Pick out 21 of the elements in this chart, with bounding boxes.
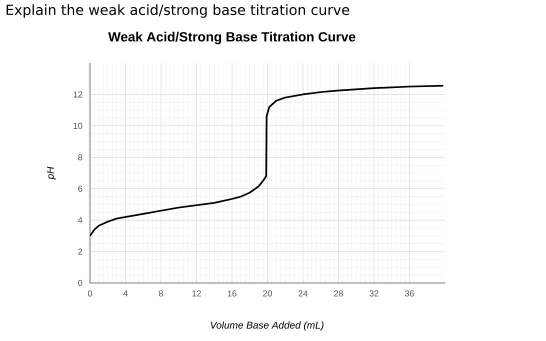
x-axis-title: Volume Base Added (mL) [210,321,324,331]
x-tick-label: 36 [405,290,414,296]
text: Explain the weak acid/strong base titration curve [6,4,350,18]
x-tick-label: 12 [192,290,201,296]
y-axis-title: pH [46,166,56,180]
y-tick-label: 2 [78,248,82,255]
y-tick-label: 4 [78,217,82,224]
y-tick-label: 0 [78,280,82,286]
x-tick-label: 32 [370,290,378,296]
x-tick-label: 24 [298,290,308,296]
chart-title: Weak Acid/Strong Base Titration Curve [108,32,356,44]
y-tick-label: 6 [78,186,82,192]
x-tick-label: 8 [158,290,164,296]
y-tick-label: 12 [74,91,82,98]
x-tick-label: 28 [334,290,343,296]
y-tick-label: 8 [78,154,82,160]
x-tick-label: 16 [228,290,236,296]
x-tick-label: 0 [88,290,92,296]
y-tick-label: 10 [74,122,82,129]
x-tick-label: 20 [263,290,272,296]
x-tick-label: 4 [123,290,128,296]
